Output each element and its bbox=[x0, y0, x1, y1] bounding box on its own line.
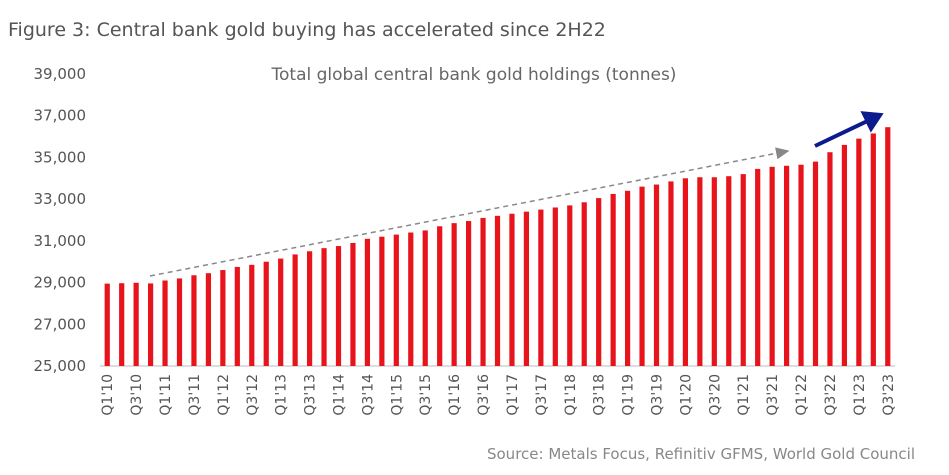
bar bbox=[393, 234, 399, 366]
x-tick-label: Q1'17 bbox=[505, 374, 521, 416]
bar bbox=[278, 258, 284, 366]
bar bbox=[263, 261, 269, 366]
y-tick-label: 39,000 bbox=[34, 65, 87, 83]
bar bbox=[104, 283, 110, 366]
bar bbox=[133, 282, 139, 366]
bar bbox=[682, 178, 689, 366]
x-tick-label: Q3'20 bbox=[707, 374, 723, 416]
x-tick-label: Q3'12 bbox=[245, 374, 261, 416]
bar bbox=[205, 273, 212, 366]
bar bbox=[653, 184, 660, 366]
bar bbox=[364, 238, 371, 366]
x-tick-label: Q1'22 bbox=[794, 374, 810, 416]
bar bbox=[870, 133, 876, 366]
x-tick-label: Q3'23 bbox=[881, 374, 897, 416]
x-tick-label: Q1'13 bbox=[274, 374, 290, 416]
x-tick-label: Q1'14 bbox=[332, 374, 348, 416]
x-tick-label: Q1'12 bbox=[216, 374, 232, 416]
bar bbox=[856, 138, 862, 366]
bar bbox=[523, 211, 530, 366]
y-tick-label: 37,000 bbox=[34, 107, 87, 125]
x-tick-label: Q3'15 bbox=[418, 374, 434, 416]
x-tick-label: Q1'10 bbox=[100, 374, 116, 416]
source: Source: Metals Focus, Refinitiv GFMS, Wo… bbox=[487, 445, 915, 463]
bar bbox=[624, 190, 631, 366]
bar bbox=[755, 168, 761, 366]
bar bbox=[335, 246, 342, 366]
x-tick-label: Q3'22 bbox=[823, 374, 839, 416]
bar bbox=[827, 152, 833, 366]
bar bbox=[596, 198, 602, 366]
bar bbox=[798, 164, 804, 366]
bar bbox=[783, 165, 790, 366]
y-tick-label: 27,000 bbox=[34, 315, 87, 333]
x-tick-label: Q1'20 bbox=[678, 374, 694, 416]
chart-title: Total global central bank gold holdings … bbox=[271, 65, 677, 85]
bar bbox=[249, 264, 255, 366]
bar bbox=[581, 202, 587, 366]
bar bbox=[465, 221, 472, 366]
bar bbox=[552, 207, 558, 366]
x-tick-label: Q3'16 bbox=[476, 374, 492, 416]
y-tick-label: 29,000 bbox=[34, 274, 87, 292]
y-tick-label: 33,000 bbox=[34, 190, 87, 208]
acceleration-arrow bbox=[814, 111, 884, 148]
bar bbox=[841, 144, 848, 366]
bar bbox=[220, 270, 226, 366]
x-tick-label: Q3'14 bbox=[360, 374, 376, 416]
bar bbox=[697, 177, 703, 366]
x-tick-label: Q1'23 bbox=[852, 374, 868, 416]
bar bbox=[509, 213, 515, 366]
bar bbox=[408, 232, 414, 366]
y-tick-label: 25,000 bbox=[34, 357, 87, 375]
x-tick-label: Q1'18 bbox=[563, 374, 579, 416]
bar bbox=[437, 226, 443, 366]
bar bbox=[292, 254, 298, 366]
y-tick-label: 35,000 bbox=[34, 148, 87, 166]
x-tick-label: Q3'19 bbox=[650, 374, 666, 416]
x-tick-label: Q3'17 bbox=[534, 374, 550, 416]
bar bbox=[769, 166, 775, 366]
x-tick-label: Q1'21 bbox=[736, 374, 752, 416]
bar bbox=[567, 205, 573, 366]
figure-title: Figure 3: Central bank gold buying has a… bbox=[8, 19, 606, 41]
x-tick-label: Q1'11 bbox=[158, 374, 174, 416]
bar bbox=[668, 181, 674, 366]
bar bbox=[119, 283, 125, 366]
bar bbox=[480, 217, 486, 366]
bar bbox=[740, 174, 746, 366]
bar bbox=[191, 275, 197, 366]
bar bbox=[176, 278, 183, 366]
bar bbox=[162, 280, 168, 366]
x-tick-label: Q1'15 bbox=[389, 374, 405, 416]
bar bbox=[711, 177, 717, 366]
x-tick-label: Q3'10 bbox=[129, 374, 145, 416]
bar bbox=[422, 230, 428, 366]
bar bbox=[494, 215, 501, 366]
bar bbox=[812, 161, 819, 366]
x-tick-label: Q3'13 bbox=[303, 374, 319, 416]
x-tick-label: Q3'21 bbox=[765, 374, 781, 416]
trend-arrow bbox=[149, 147, 790, 277]
bar bbox=[885, 127, 891, 366]
bar bbox=[147, 283, 154, 366]
bar bbox=[321, 248, 327, 366]
x-tick-label: Q1'19 bbox=[621, 374, 637, 416]
bar bbox=[350, 242, 356, 366]
bar bbox=[379, 236, 385, 366]
bar bbox=[234, 266, 240, 366]
x-tick-label: Q3'11 bbox=[187, 374, 203, 416]
bar bbox=[538, 209, 544, 366]
bar bbox=[306, 251, 313, 366]
x-tick-label: Q1'16 bbox=[447, 374, 463, 416]
y-tick-label: 31,000 bbox=[34, 232, 87, 250]
bar bbox=[610, 193, 616, 366]
bar bbox=[639, 186, 645, 366]
x-tick-label: Q3'18 bbox=[592, 374, 608, 416]
bar bbox=[451, 223, 457, 366]
bar bbox=[726, 176, 732, 366]
